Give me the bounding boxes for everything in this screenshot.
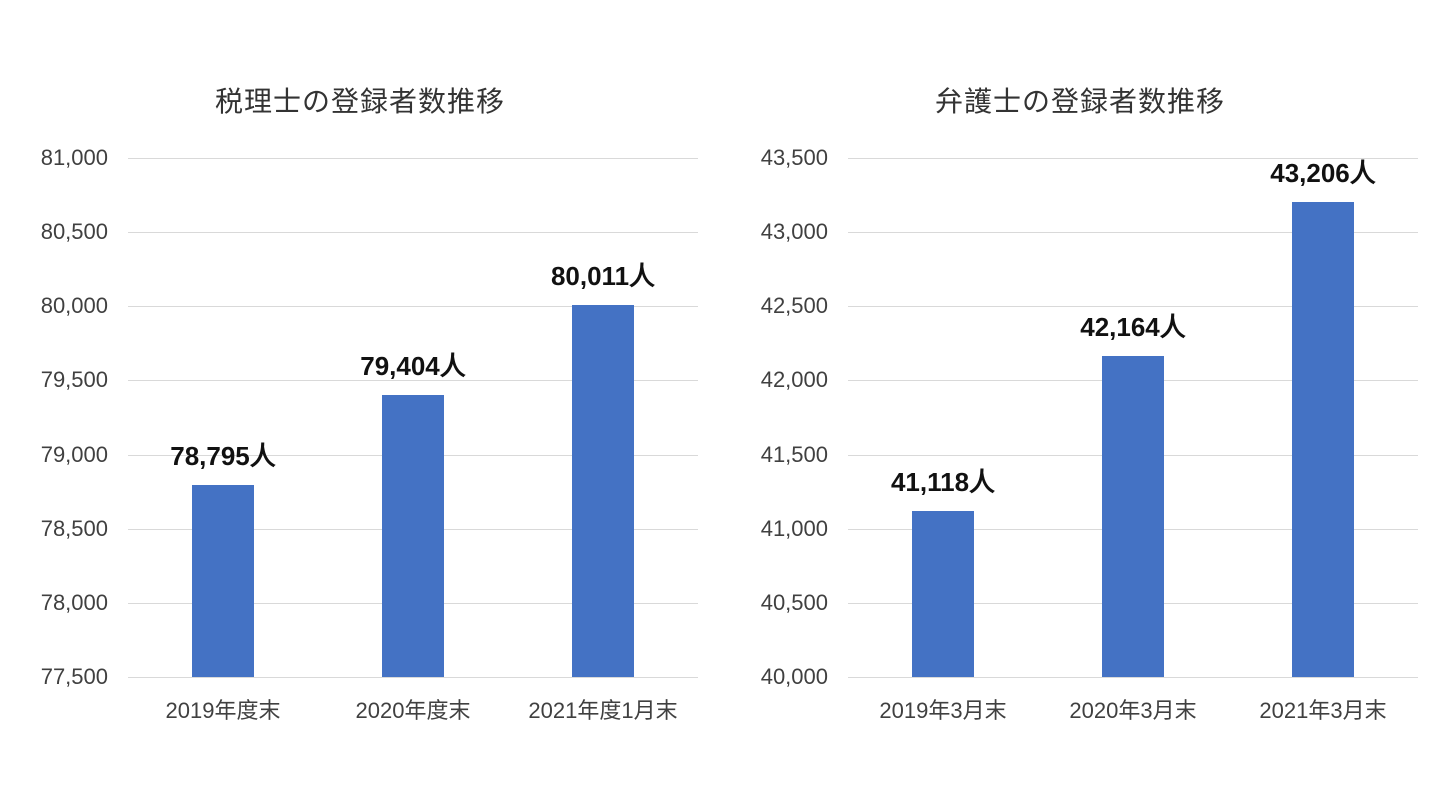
bar-value-label: 80,011人: [550, 260, 656, 291]
bar-2019年3月末: [911, 511, 974, 677]
bar-2020年度末: [382, 394, 444, 677]
y-axis-tick-label: 77,500: [40, 664, 108, 689]
bar-2021年度1月末: [572, 304, 634, 677]
y-axis-tick-label: 78,500: [40, 515, 108, 541]
y-axis-tick-label: 42,500: [760, 293, 828, 319]
tax-accountant-registrations-chart: 税理士の登録者数推移 81,000 80,500 80,000 79,500 79,00…: [41, 86, 698, 723]
x-axis-tick-label: 2021年3月末: [1259, 698, 1387, 723]
y-axis-tick-label: 41,000: [760, 515, 828, 541]
x-axis-tick-label: 2020年度末: [355, 698, 471, 723]
y-axis-tick-label: 42,000: [760, 367, 828, 393]
bar-value-label: 79,404人: [360, 350, 466, 381]
x-axis-tick-label: 2021年度1月末: [528, 698, 678, 723]
y-gridline: [848, 158, 1418, 159]
x-axis-tick-label: 2019年度末: [165, 698, 281, 723]
bar-value-label: 41,118人: [890, 467, 996, 498]
y-axis-tick-label: 78,000: [40, 589, 108, 615]
y-gridline: [848, 677, 1418, 678]
bar-value-label: 78,795人: [170, 440, 276, 471]
y-gridline: [128, 306, 698, 308]
x-axis-tick-label: 2019年3月末: [879, 698, 1007, 723]
y-axis-tick-label: 79,000: [40, 441, 108, 467]
y-axis-tick-label: 80,000: [40, 293, 108, 319]
y-gridline: [128, 380, 698, 382]
y-axis-tick-label: 40,000: [760, 664, 828, 689]
bar-value-label: 42,164人: [1080, 312, 1186, 343]
chart-title: 税理士の登録者数推移: [214, 86, 505, 117]
bar-2019年度末: [191, 484, 254, 677]
bar-2020年3月末: [1102, 356, 1164, 677]
y-axis-tick-label: 40,500: [760, 589, 828, 615]
x-axis-tick-label: 2020年3月末: [1069, 698, 1197, 723]
y-axis-tick-label: 43,000: [760, 219, 828, 245]
y-axis-tick-label: 80,500: [40, 219, 108, 245]
y-axis-tick-label: 41,500: [760, 441, 828, 467]
y-axis-tick-label: 81,000: [40, 145, 108, 170]
chart-title: 弁護士の登録者数推移: [934, 86, 1225, 117]
y-gridline: [128, 677, 698, 678]
plot-area: 81,000 80,500 80,000 79,500 79,000 78,500 78,0…: [41, 145, 698, 723]
y-axis-tick-label: 43,500: [760, 145, 828, 170]
plot-area: 43,500 43,000 42,500 42,000 41,500 41,000 40,5…: [761, 145, 1418, 723]
y-gridline: [848, 306, 1418, 308]
y-gridline: [128, 232, 698, 234]
y-gridline: [128, 158, 698, 159]
lawyer-registrations-chart: 弁護士の登録者数推移 43,500 43,000 42,500 42,000 41,50…: [720, 0, 1440, 810]
y-gridline: [848, 232, 1418, 234]
bar-value-label: 43,206人: [1270, 157, 1376, 188]
bar-2021年3月末: [1292, 201, 1354, 677]
y-axis-tick-label: 79,500: [40, 367, 108, 393]
